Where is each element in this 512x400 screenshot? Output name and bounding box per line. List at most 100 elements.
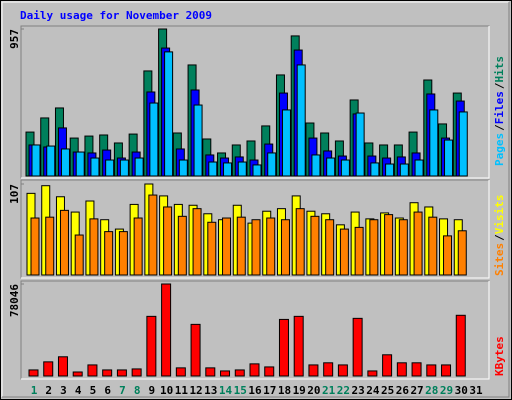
- bar: [116, 369, 127, 377]
- legend: Pages/Files/Hits: [493, 56, 506, 166]
- bar: [441, 364, 452, 377]
- bar: [458, 111, 468, 177]
- x-tick-label: 27: [410, 384, 423, 397]
- bar: [87, 364, 98, 377]
- bar: [57, 356, 68, 377]
- legend: KBytes: [493, 336, 506, 376]
- bar: [264, 366, 275, 377]
- bar: [223, 162, 233, 177]
- bar: [102, 369, 113, 377]
- x-tick-label: 2: [45, 384, 52, 397]
- x-tick-label: 18: [278, 384, 291, 397]
- bar: [118, 231, 128, 276]
- x-tick-label: 28: [425, 384, 438, 397]
- bar: [178, 159, 188, 177]
- bar: [399, 163, 409, 177]
- bar: [208, 161, 218, 177]
- bar: [337, 364, 348, 377]
- bar: [193, 104, 203, 177]
- bar: [148, 194, 158, 276]
- bar: [426, 364, 437, 377]
- x-tick-label: 5: [90, 384, 97, 397]
- bar: [131, 368, 142, 377]
- legend-separator: /: [493, 234, 506, 241]
- bar: [398, 219, 408, 276]
- legend: Sites /Visits: [493, 195, 506, 277]
- bar: [280, 219, 290, 276]
- bar: [104, 231, 114, 276]
- bar: [384, 214, 394, 276]
- panel-bevel: [21, 26, 490, 179]
- x-tick-label: 11: [175, 384, 189, 397]
- bar: [30, 217, 40, 276]
- bar: [428, 216, 438, 276]
- bar: [164, 51, 174, 177]
- bar: [207, 221, 217, 276]
- bar: [175, 367, 186, 377]
- bar: [411, 362, 422, 377]
- bar: [28, 369, 39, 377]
- legend-entry: Files: [493, 91, 506, 124]
- bar: [323, 362, 334, 377]
- bar: [293, 315, 304, 377]
- bar: [31, 144, 41, 177]
- bar: [396, 362, 407, 377]
- x-tick-label: 30: [455, 384, 468, 397]
- bar: [354, 226, 364, 276]
- bar: [90, 157, 100, 177]
- x-tick-label: 16: [248, 384, 262, 397]
- x-tick-label: 15: [234, 384, 247, 397]
- bar: [352, 317, 363, 377]
- bar: [192, 208, 202, 276]
- x-tick-label: 29: [440, 384, 453, 397]
- bar: [444, 139, 454, 177]
- bar: [222, 217, 232, 276]
- bar: [220, 370, 231, 377]
- bar: [340, 159, 350, 177]
- bar: [252, 164, 262, 177]
- x-tick-label: 10: [160, 384, 173, 397]
- bar: [278, 318, 289, 377]
- bar: [443, 235, 453, 276]
- bar: [74, 234, 84, 276]
- bar: [296, 64, 306, 177]
- bar: [325, 219, 335, 276]
- legend-entry: Hits: [493, 56, 506, 83]
- x-tick-label: 6: [104, 384, 111, 397]
- bar: [311, 154, 321, 177]
- bar: [105, 159, 115, 177]
- bar: [281, 109, 291, 177]
- x-tick-label: 21: [322, 384, 336, 397]
- bar: [367, 370, 378, 377]
- bar: [234, 369, 245, 377]
- legend-entry: Pages: [493, 133, 506, 166]
- bar: [43, 361, 54, 377]
- x-tick-label: 17: [263, 384, 276, 397]
- bar: [89, 218, 99, 276]
- bar: [370, 162, 380, 177]
- bar: [237, 161, 247, 177]
- bar: [266, 217, 276, 276]
- x-tick-label: 8: [134, 384, 141, 397]
- x-tick-label: 1: [31, 384, 38, 397]
- bar: [236, 216, 246, 276]
- bar: [251, 219, 261, 276]
- bar: [295, 208, 305, 276]
- bar: [177, 215, 187, 276]
- x-tick-label: 4: [75, 384, 82, 397]
- bar: [429, 109, 439, 177]
- bar: [369, 219, 379, 276]
- x-tick-label: 22: [337, 384, 350, 397]
- y-tick-label: 78046: [8, 284, 21, 317]
- x-tick-label: 19: [293, 384, 306, 397]
- bar: [134, 157, 144, 177]
- panel-bevel: [21, 281, 490, 380]
- bar: [205, 367, 216, 377]
- bar: [190, 323, 201, 377]
- bar: [45, 216, 55, 276]
- x-tick-label: 26: [396, 384, 410, 397]
- bar: [60, 148, 70, 177]
- bar: [457, 230, 467, 276]
- bar: [413, 211, 423, 276]
